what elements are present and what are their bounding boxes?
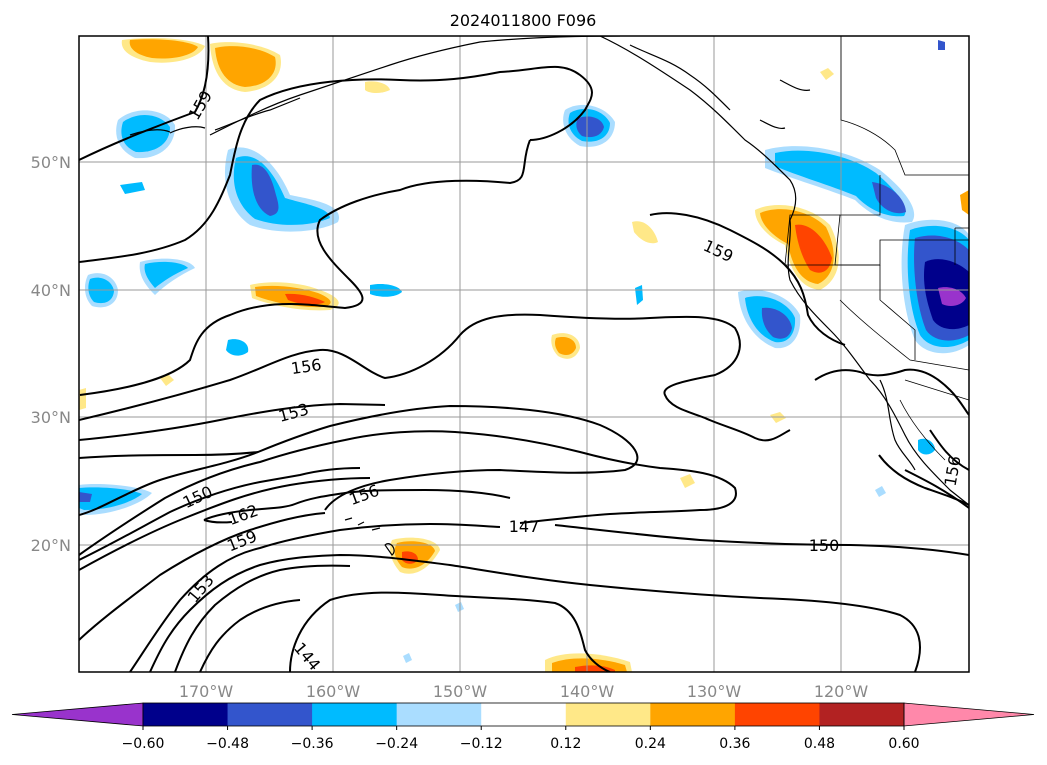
lat-tick-label: 30°N (31, 408, 71, 427)
anomaly-blob (79, 388, 86, 410)
anomaly-blob (555, 337, 576, 356)
anomaly-blob (680, 474, 695, 488)
lon-tick-label: 150°W (433, 682, 488, 701)
lon-tick-label: 120°W (814, 682, 869, 701)
anomaly-blob (875, 486, 886, 497)
colorbar-tick-label: −0.24 (375, 736, 418, 752)
lon-tick-labels: 170°W 160°W 150°W 140°W 130°W 120°W (179, 682, 869, 701)
colorbar-extend-low (11, 702, 144, 727)
coastlines (129, 36, 969, 556)
lon-tick-label: 130°W (687, 682, 742, 701)
anomaly-blob (226, 339, 249, 356)
lat-tick-label: 40°N (31, 281, 71, 300)
shaded-anomalies (79, 38, 969, 672)
anomaly-blob (775, 150, 906, 217)
colorbar: −0.60 −0.48 −0.36 −0.24 −0.12 0.12 0.24 0.36 0.4… (11, 702, 1035, 752)
anomaly-blob (79, 492, 92, 502)
anomaly-blob (120, 182, 145, 194)
colorbar-segment (650, 703, 736, 726)
anomaly-blob (365, 81, 390, 93)
lat-tick-label: 20°N (31, 536, 71, 555)
anomaly-blob (576, 116, 604, 138)
colorbar-tick-label: 0.12 (550, 736, 581, 752)
colorbar-tick-label: −0.36 (291, 736, 334, 752)
lon-tick-label: 170°W (179, 682, 234, 701)
anomaly-blob (251, 164, 279, 216)
anomaly-blob (79, 487, 142, 510)
anomaly-blob (144, 261, 188, 288)
colorbar-segment (481, 703, 567, 726)
colorbar-tick-label: 0.60 (888, 736, 919, 752)
contour-label: 147 (509, 517, 540, 536)
colorbar-extend-high (903, 702, 1035, 727)
anomaly-blob (632, 221, 658, 244)
colorbar-segment (565, 703, 651, 726)
anomaly-blob (820, 68, 834, 80)
map-frame (78, 35, 970, 673)
colorbar-segment (396, 703, 482, 726)
anomaly-blob (872, 182, 906, 214)
anomaly-blob (129, 39, 198, 59)
colorbar-tick-label: −0.60 (122, 736, 165, 752)
anomaly-blob (918, 438, 935, 455)
colorbar-segment (143, 703, 229, 726)
lon-tick-label: 160°W (306, 682, 361, 701)
anomaly-blob (938, 40, 945, 50)
colorbar-tick-label: −0.48 (206, 736, 249, 752)
anomaly-blob (761, 307, 792, 339)
colorbar-segment (312, 703, 398, 726)
lat-tick-label: 50°N (31, 153, 71, 172)
contour-label: 150 (809, 536, 840, 555)
colorbar-tick-label: −0.12 (460, 736, 503, 752)
anomaly-blob (121, 114, 170, 153)
colorbar-tick-label: 0.36 (719, 736, 750, 752)
anomaly-blob (215, 46, 276, 87)
colorbar-segment (819, 703, 905, 726)
lat-tick-labels: 50°N 40°N 30°N 20°N (31, 153, 71, 555)
colorbar-tick-label: 0.48 (804, 736, 835, 752)
map-plot-area: 159 159 156 153 150 162 159 156 147 153 … (78, 35, 970, 673)
map-title: 2024011800 F096 (450, 11, 597, 30)
anomaly-blob (403, 653, 412, 663)
anomaly-blob (285, 293, 325, 305)
borders (784, 36, 969, 461)
colorbar-frame (142, 702, 905, 727)
anomaly-blob (960, 190, 969, 215)
colorbar-segment (227, 703, 313, 726)
lon-tick-label: 140°W (560, 682, 615, 701)
colorbar-segment (734, 703, 820, 726)
contour-label: 156 (290, 355, 323, 378)
map-background (79, 36, 969, 672)
colorbar-tick-label: 0.24 (635, 736, 666, 752)
height-contours (79, 36, 969, 672)
anomaly-blob (938, 287, 966, 306)
anomaly-blob (795, 224, 832, 273)
